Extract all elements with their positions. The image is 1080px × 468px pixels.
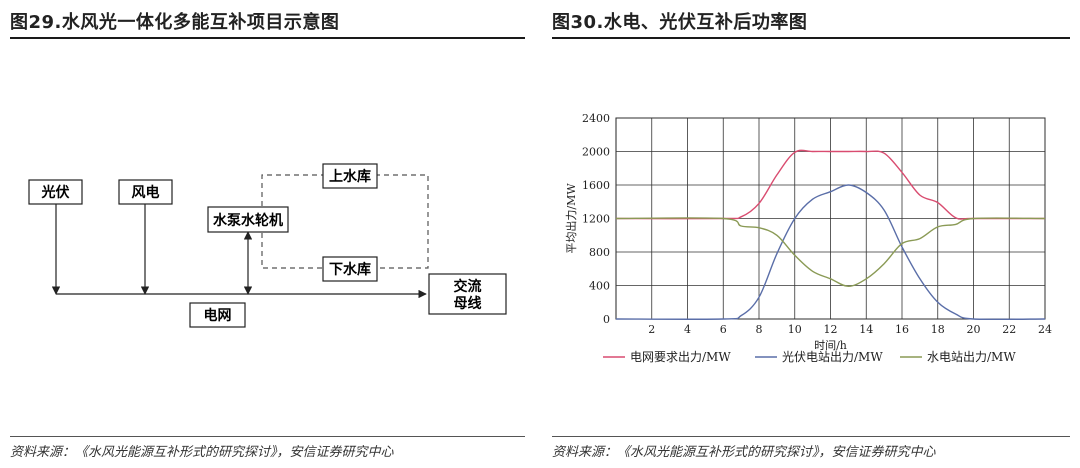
- y-tick-label: 1600: [582, 179, 610, 192]
- ac-bus-label-line2: 母线: [454, 295, 482, 312]
- y-tick-label: 0: [603, 313, 610, 326]
- figure29-source-rule: [10, 436, 525, 437]
- y-tick-label: 2000: [582, 146, 610, 159]
- x-tick-label: 22: [1002, 323, 1016, 336]
- wind-node: 风电: [118, 179, 173, 205]
- y-tick-label: 2400: [582, 112, 610, 125]
- figure30-source-rule: [552, 436, 1070, 437]
- figure30-title-rule: [552, 37, 1070, 39]
- figure29-title-rule: [10, 37, 525, 39]
- legend-pv-output-label: 光伏电站出力/MW: [782, 350, 883, 364]
- x-tick-label: 2: [648, 323, 655, 336]
- x-tick-label: 10: [788, 323, 802, 336]
- lower-reservoir-node: 下水库: [322, 256, 378, 282]
- x-tick-label: 24: [1038, 323, 1052, 336]
- pump-turbine-node: 水泵水轮机: [207, 206, 289, 233]
- lower-reservoir-label: 下水库: [329, 261, 371, 278]
- chart-axes: 2 4 6 8 10 12 14 16 18 20 22 2404008001200160020002…: [564, 112, 1052, 352]
- x-tick-label: 4: [684, 323, 691, 336]
- system-diagram: 光伏 风电 水泵水轮机 上水库 下水库 电网 交流 母线: [28, 163, 507, 328]
- y-tick-label: 1200: [582, 213, 610, 226]
- reservoir-loop-dashed-line: [261, 174, 429, 269]
- wind-node-label: 风电: [132, 184, 160, 201]
- upper-reservoir-label: 上水库: [329, 168, 371, 185]
- ac-bus-node: 交流 母线: [428, 273, 507, 315]
- legend-hydro-output-label: 水电站出力/MW: [927, 350, 1016, 364]
- pv-output-line: [615, 184, 1046, 321]
- upper-reservoir-node: 上水库: [322, 163, 378, 189]
- figure30-title: 图30.水电、光伏互补后功率图: [552, 12, 808, 33]
- x-tick-label: 6: [720, 323, 727, 336]
- x-tick-label: 12: [824, 323, 838, 336]
- x-tick-label: 14: [859, 323, 873, 336]
- x-axis-label: 时间/h: [814, 339, 847, 352]
- grid-node-label: 电网: [204, 307, 232, 324]
- x-tick-label: 18: [931, 323, 945, 336]
- figure30-source: 资料来源：《水风光能源互补形式的研究探讨》，安信证券研究中心: [552, 445, 936, 460]
- x-tick-label: 20: [967, 323, 981, 336]
- x-tick-label: 8: [756, 323, 763, 336]
- ac-bus-label-line1: 交流: [454, 278, 482, 295]
- pv-node: 光伏: [28, 179, 83, 205]
- y-axis-label: 平均出力/MW: [564, 183, 578, 254]
- grid-demand-line: [615, 149, 1046, 220]
- chart-series: [615, 149, 1046, 321]
- grid-node: 电网: [189, 302, 246, 328]
- y-tick-label: 400: [589, 280, 610, 293]
- pv-node-label: 光伏: [41, 184, 70, 201]
- y-tick-label: 800: [589, 246, 610, 259]
- pump-turbine-node-label: 水泵水轮机: [213, 212, 283, 229]
- x-tick-label: 16: [895, 323, 909, 336]
- figure29-source: 资料来源：《水风光能源互补形式的研究探讨》，安信证券研究中心: [10, 445, 394, 460]
- legend-grid-demand-label: 电网要求出力/MW: [630, 350, 731, 364]
- power-chart: 2 4 6 8 10 12 14 16 18 20 22 2404008001200160020002…: [564, 112, 1052, 364]
- hydro-output-line: [615, 217, 1046, 288]
- figure29-title: 图29.水风光一体化多能互补项目示意图: [10, 12, 340, 33]
- chart-legend: 电网要求出力/MW 光伏电站出力/MW 水电站出力/MW: [603, 350, 1016, 364]
